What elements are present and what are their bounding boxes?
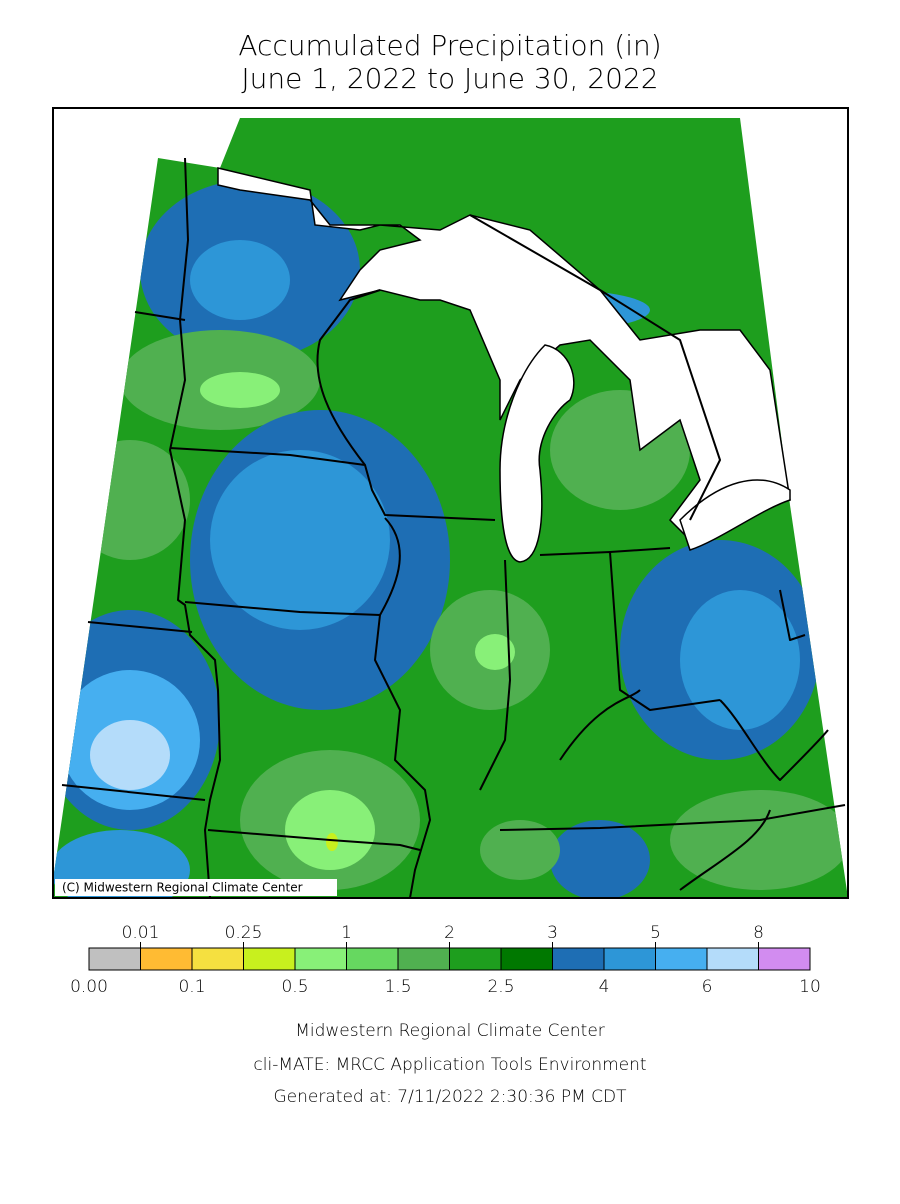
field-blob	[550, 820, 650, 898]
lake-michigan	[499, 344, 575, 563]
field-blob	[680, 590, 800, 730]
map-credit: (C) Midwestern Regional Climate Center	[62, 881, 303, 895]
field-blob	[326, 833, 338, 851]
legend-label: 2.5	[487, 977, 514, 997]
legend: 0.00 0.01 0.1 0.25 0.5 1 1.5 2 2.5 3 4 5 6 8 10	[70, 923, 821, 997]
legend-swatch	[706, 947, 759, 971]
legend-label: 3	[547, 923, 558, 943]
state-borders	[61, 157, 846, 899]
field-blob	[475, 634, 515, 670]
legend-swatch	[655, 947, 708, 971]
field-blob	[670, 790, 848, 890]
credit-box	[55, 879, 337, 896]
legend-swatch	[397, 947, 450, 971]
lake-erie	[679, 479, 791, 551]
footer-line: Generated at: 7/11/2022 2:30:36 PM CDT	[274, 1087, 628, 1107]
legend-label: 6	[702, 977, 713, 997]
legend-label: 1.5	[384, 977, 411, 997]
legend-swatch	[140, 947, 193, 971]
legend-label: 0.00	[70, 977, 108, 997]
field-blob	[190, 240, 290, 320]
field-blob	[90, 720, 170, 790]
legend-swatch	[449, 947, 502, 971]
legend-label: 1	[341, 923, 352, 943]
title-line: June 1, 2022 to June 30, 2022	[241, 62, 658, 95]
water-and-canada	[217, 167, 791, 563]
legend-label: 8	[753, 923, 764, 943]
legend-swatch	[758, 947, 811, 971]
legend-label: 0.25	[225, 923, 263, 943]
legend-swatch	[500, 947, 553, 971]
legend-swatch	[294, 947, 347, 971]
map-frame	[52, 107, 849, 899]
lakes-canada	[217, 167, 791, 541]
legend-label: 0.1	[178, 977, 205, 997]
legend-label: 4	[599, 977, 610, 997]
legend-label: 0.5	[281, 977, 308, 997]
legend-swatch	[603, 947, 656, 971]
legend-swatch	[346, 947, 399, 971]
footer-line: Midwestern Regional Climate Center	[295, 1021, 605, 1041]
legend-swatch	[552, 947, 605, 971]
field-blob	[285, 790, 375, 870]
legend-label: 10	[799, 977, 821, 997]
legend-swatch	[88, 947, 141, 971]
title-line: Accumulated Precipitation (in)	[238, 29, 661, 62]
legend-label: 2	[444, 923, 455, 943]
legend-label: 5	[650, 923, 661, 943]
legend-swatch	[243, 947, 296, 971]
field-blob	[210, 450, 390, 630]
footer-line: cli-MATE: MRCC Application Tools Environ…	[253, 1055, 646, 1075]
legend-label: 0.01	[122, 923, 160, 943]
field-blob	[200, 372, 280, 408]
field-blob	[480, 820, 560, 880]
map: (C) Midwestern Regional Climate Center	[52, 107, 849, 899]
legend-swatch	[191, 947, 244, 971]
